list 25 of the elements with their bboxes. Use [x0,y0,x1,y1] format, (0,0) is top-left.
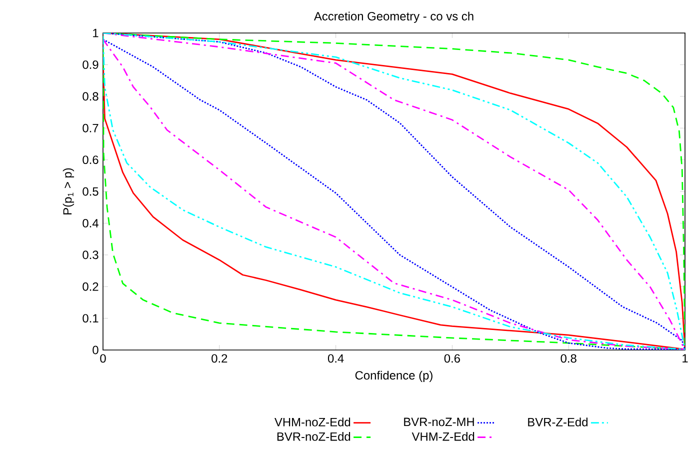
chart-title: Accretion Geometry - co vs ch [314,12,474,23]
y-tick-label: 1 [93,28,98,38]
y-axis-title: P(p$_{1}$ > p) [62,168,74,214]
y-tick-label: 0.7 [82,124,98,132]
x-tick-label: 0.6 [444,354,460,363]
y-tick-label: 0.3 [82,250,98,260]
x-tick-label: 0.2 [212,354,228,363]
legend-label: VHM-Z-Edd [412,432,474,441]
x-axis-title: Confidence (p) [355,370,432,382]
x-tick-label: 0 [100,354,106,363]
y-tick-label: 0.9 [82,60,98,69]
legend-label: BVR-noZ-MH [404,418,474,426]
y-tick-label: 0.5 [82,187,98,196]
x-tick-label: 0.4 [328,354,344,363]
y-tick-label: 0.6 [82,156,98,164]
y-tick-label: 0.4 [82,218,98,228]
y-tick-label: 0.1 [82,314,98,323]
legend-label: VHM-noZ-Edd [274,418,350,426]
legend-label: BVR-Z-Edd [528,418,588,426]
y-tick-label: 0.2 [82,282,98,291]
y-tick-label: 0.8 [82,92,98,101]
x-tick-label: 0.8 [560,354,576,363]
legend-label: BVR-noZ-Edd [277,432,350,441]
y-tick-label: 0 [92,346,98,354]
x-tick-label: 1 [682,354,688,362]
